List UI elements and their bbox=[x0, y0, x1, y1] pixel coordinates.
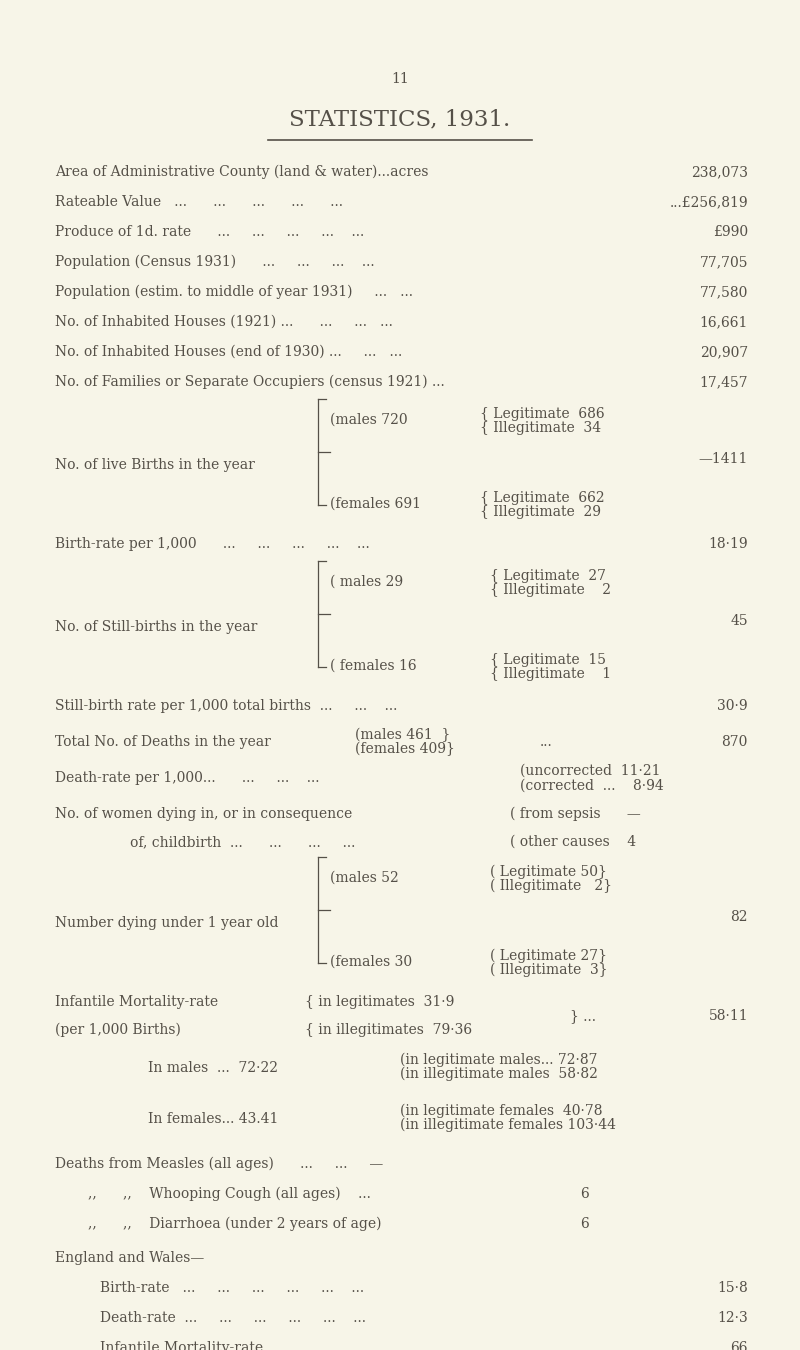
Text: ( Legitimate 27}: ( Legitimate 27} bbox=[490, 949, 607, 964]
Text: } ...: } ... bbox=[570, 1008, 596, 1023]
Text: (females 30: (females 30 bbox=[330, 954, 412, 969]
Text: No. of Families or Separate Occupiers (census 1921) ...: No. of Families or Separate Occupiers (c… bbox=[55, 375, 445, 389]
Text: 45: 45 bbox=[730, 614, 748, 628]
Text: Still-birth rate per 1,000 total births  ...     ...    ...: Still-birth rate per 1,000 total births … bbox=[55, 699, 398, 713]
Text: ( Illegitimate  3}: ( Illegitimate 3} bbox=[490, 963, 608, 977]
Text: 12·3: 12·3 bbox=[718, 1311, 748, 1324]
Text: ( males 29: ( males 29 bbox=[330, 575, 403, 589]
Text: of, childbirth  ...      ...      ...     ...: of, childbirth ... ... ... ... bbox=[130, 836, 355, 849]
Text: In females... 43.41: In females... 43.41 bbox=[148, 1112, 278, 1126]
Text: (per 1,000 Births): (per 1,000 Births) bbox=[55, 1023, 181, 1037]
Text: { Illegitimate  34: { Illegitimate 34 bbox=[480, 421, 601, 435]
Text: ...: ... bbox=[540, 734, 553, 749]
Text: No. of Inhabited Houses (1921) ...      ...     ...   ...: No. of Inhabited Houses (1921) ... ... .… bbox=[55, 315, 393, 329]
Text: ( Illegitimate   2}: ( Illegitimate 2} bbox=[490, 879, 612, 894]
Text: In males  ...  72·22: In males ... 72·22 bbox=[148, 1061, 278, 1075]
Text: 17,457: 17,457 bbox=[699, 375, 748, 389]
Text: Infantile Mortality-rate   ...     ...     ...    ...: Infantile Mortality-rate ... ... ... ... bbox=[100, 1341, 389, 1350]
Text: (females 409}: (females 409} bbox=[355, 743, 455, 756]
Text: (males 720: (males 720 bbox=[330, 413, 408, 427]
Text: ( Legitimate 50}: ( Legitimate 50} bbox=[490, 865, 607, 879]
Text: ...£256,819: ...£256,819 bbox=[670, 194, 748, 209]
Text: 20,907: 20,907 bbox=[700, 346, 748, 359]
Text: Infantile Mortality-rate: Infantile Mortality-rate bbox=[55, 995, 218, 1008]
Text: Deaths from Measles (all ages)      ...     ...     —: Deaths from Measles (all ages) ... ... — bbox=[55, 1157, 383, 1172]
Text: Population (estim. to middle of year 1931)     ...   ...: Population (estim. to middle of year 193… bbox=[55, 285, 413, 300]
Text: Rateable Value   ...      ...      ...      ...      ...: Rateable Value ... ... ... ... ... bbox=[55, 194, 343, 209]
Text: Number dying under 1 year old: Number dying under 1 year old bbox=[55, 917, 278, 930]
Text: (males 461  }: (males 461 } bbox=[355, 728, 450, 743]
Text: No. of women dying in, or in consequence: No. of women dying in, or in consequence bbox=[55, 807, 352, 821]
Text: 16,661: 16,661 bbox=[700, 315, 748, 329]
Text: 11: 11 bbox=[391, 72, 409, 86]
Text: 18·19: 18·19 bbox=[708, 537, 748, 551]
Text: { in legitimates  31·9: { in legitimates 31·9 bbox=[305, 995, 454, 1008]
Text: ( females 16: ( females 16 bbox=[330, 659, 417, 674]
Text: Death-rate per 1,000...      ...     ...    ...: Death-rate per 1,000... ... ... ... bbox=[55, 771, 319, 784]
Text: Total No. of Deaths in the year: Total No. of Deaths in the year bbox=[55, 734, 271, 749]
Text: 77,705: 77,705 bbox=[699, 255, 748, 269]
Text: ( other causes    4: ( other causes 4 bbox=[510, 836, 636, 849]
Text: { Legitimate  27: { Legitimate 27 bbox=[490, 568, 606, 583]
Text: 870: 870 bbox=[722, 734, 748, 749]
Text: ,,      ,,    Diarrhoea (under 2 years of age): ,, ,, Diarrhoea (under 2 years of age) bbox=[88, 1216, 382, 1231]
Text: { in illegitimates  79·36: { in illegitimates 79·36 bbox=[305, 1023, 472, 1037]
Text: 77,580: 77,580 bbox=[700, 285, 748, 298]
Text: No. of Inhabited Houses (end of 1930) ...     ...   ...: No. of Inhabited Houses (end of 1930) ..… bbox=[55, 346, 402, 359]
Text: STATISTICS, 1931.: STATISTICS, 1931. bbox=[290, 108, 510, 130]
Text: (in illegitimate females 103·44: (in illegitimate females 103·44 bbox=[400, 1118, 616, 1133]
Text: —1411: —1411 bbox=[698, 452, 748, 466]
Text: (females 691: (females 691 bbox=[330, 497, 421, 512]
Text: { Illegitimate    2: { Illegitimate 2 bbox=[490, 583, 611, 597]
Text: (in legitimate females  40·78: (in legitimate females 40·78 bbox=[400, 1104, 602, 1118]
Text: No. of Still-births in the year: No. of Still-births in the year bbox=[55, 620, 258, 634]
Text: 238,073: 238,073 bbox=[691, 165, 748, 180]
Text: 6: 6 bbox=[580, 1187, 589, 1202]
Text: ,,      ,,    Whooping Cough (all ages)    ...: ,, ,, Whooping Cough (all ages) ... bbox=[88, 1187, 371, 1202]
Text: No. of live Births in the year: No. of live Births in the year bbox=[55, 458, 255, 472]
Text: 6: 6 bbox=[580, 1216, 589, 1231]
Text: 82: 82 bbox=[730, 910, 748, 923]
Text: { Illegitimate    1: { Illegitimate 1 bbox=[490, 667, 611, 680]
Text: £990: £990 bbox=[713, 225, 748, 239]
Text: Birth-rate   ...     ...     ...     ...     ...    ...: Birth-rate ... ... ... ... ... ... bbox=[100, 1281, 364, 1295]
Text: { Legitimate  686: { Legitimate 686 bbox=[480, 406, 605, 421]
Text: 58·11: 58·11 bbox=[708, 1008, 748, 1023]
Text: England and Wales—: England and Wales— bbox=[55, 1251, 204, 1265]
Text: 15·8: 15·8 bbox=[718, 1281, 748, 1295]
Text: Birth-rate per 1,000      ...     ...     ...     ...    ...: Birth-rate per 1,000 ... ... ... ... ... bbox=[55, 537, 370, 551]
Text: Area of Administrative County (land & water)...acres: Area of Administrative County (land & wa… bbox=[55, 165, 429, 180]
Text: { Legitimate  662: { Legitimate 662 bbox=[480, 491, 605, 505]
Text: (in legitimate males... 72·87: (in legitimate males... 72·87 bbox=[400, 1053, 598, 1068]
Text: (males 52: (males 52 bbox=[330, 871, 398, 886]
Text: 66: 66 bbox=[730, 1341, 748, 1350]
Text: (in illegitimate males  58·82: (in illegitimate males 58·82 bbox=[400, 1066, 598, 1081]
Text: 30·9: 30·9 bbox=[718, 699, 748, 713]
Text: (uncorrected  11·21: (uncorrected 11·21 bbox=[520, 764, 661, 778]
Text: { Legitimate  15: { Legitimate 15 bbox=[490, 653, 606, 667]
Text: Produce of 1d. rate      ...     ...     ...     ...    ...: Produce of 1d. rate ... ... ... ... ... bbox=[55, 225, 364, 239]
Text: (corrected  ...    8·94: (corrected ... 8·94 bbox=[520, 779, 664, 792]
Text: ( from sepsis      —: ( from sepsis — bbox=[510, 807, 641, 821]
Text: Death-rate  ...     ...     ...     ...     ...    ...: Death-rate ... ... ... ... ... ... bbox=[100, 1311, 366, 1324]
Text: Population (Census 1931)      ...     ...     ...    ...: Population (Census 1931) ... ... ... ... bbox=[55, 255, 374, 270]
Text: { Illegitimate  29: { Illegitimate 29 bbox=[480, 505, 601, 518]
